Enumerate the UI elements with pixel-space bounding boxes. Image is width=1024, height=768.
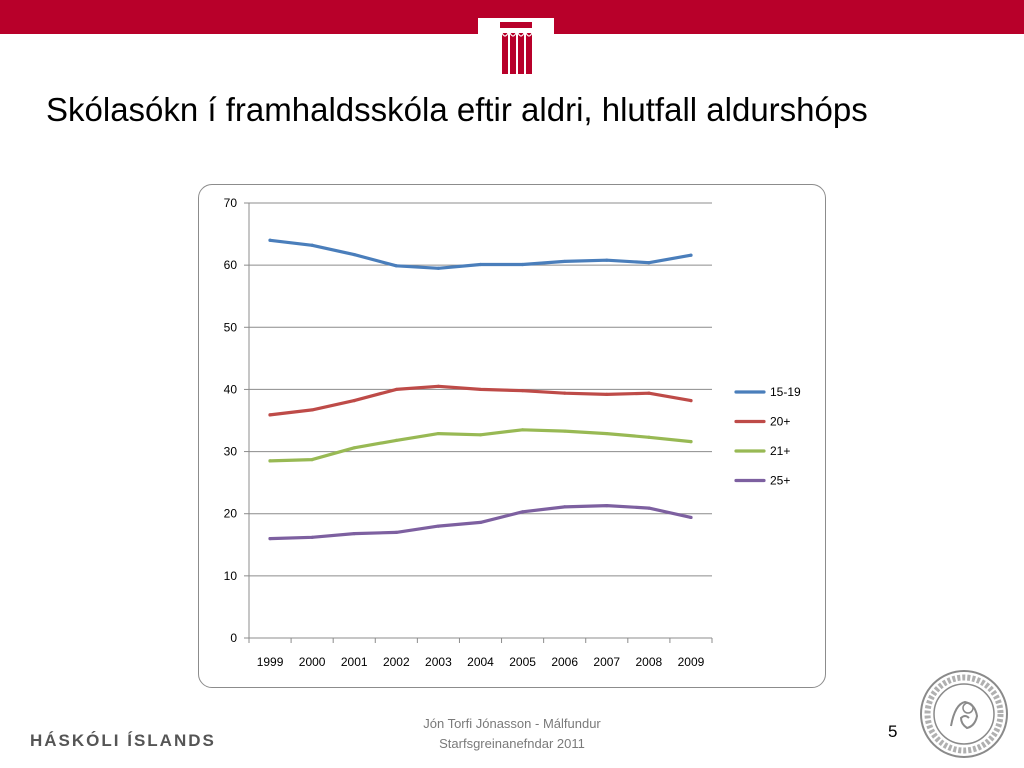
data-point-20+ — [520, 389, 525, 393]
data-point-21+ — [520, 428, 525, 432]
y-tick-label: 10 — [224, 569, 238, 583]
page-number: 5 — [888, 722, 898, 741]
university-seal-icon — [920, 670, 1008, 758]
data-point-25+ — [520, 510, 525, 514]
data-point-25+ — [478, 520, 483, 525]
data-point-15-19 — [689, 253, 693, 257]
university-building-icon — [478, 18, 554, 74]
footer-author-line-2: Starfsgreinanefndar 2011 — [439, 736, 585, 751]
data-point-25+ — [436, 524, 441, 528]
y-tick-label: 60 — [224, 258, 238, 272]
data-point-15-19 — [647, 261, 651, 265]
x-tick-label: 2000 — [299, 655, 326, 669]
data-point-15-19 — [394, 264, 398, 268]
x-tick-label: 1999 — [257, 655, 284, 669]
data-point-21+ — [352, 446, 356, 450]
data-point-20+ — [563, 391, 567, 395]
footer-author: Jón Torfi Jónasson - Málfundur Starfsgre… — [340, 714, 684, 754]
data-point-25+ — [394, 530, 398, 534]
x-tick-label: 2001 — [341, 655, 368, 669]
data-point-25+ — [352, 532, 356, 536]
data-point-20+ — [436, 384, 441, 388]
chart-frame: 0 10 20 30 40 50 60 70 1999 2000 2001 2002 2003 2004 2… — [198, 184, 826, 688]
data-point-21+ — [310, 458, 314, 462]
y-tick-label: 70 — [224, 196, 238, 210]
data-point-21+ — [268, 459, 272, 463]
data-point-25+ — [605, 504, 609, 508]
data-point-21+ — [478, 433, 483, 437]
y-tick-label: 20 — [224, 507, 238, 521]
data-point-15-19 — [520, 262, 525, 267]
university-wordmark: HÁSKÓLI ÍSLANDS — [30, 731, 216, 750]
data-point-15-19 — [310, 243, 314, 247]
data-point-25+ — [563, 505, 567, 509]
data-point-20+ — [478, 387, 483, 392]
data-point-25+ — [647, 506, 651, 510]
x-tick-label: 2006 — [551, 655, 578, 669]
x-tick-label: 2003 — [425, 655, 452, 669]
data-point-25+ — [689, 515, 693, 520]
x-tick-label: 2002 — [383, 655, 410, 669]
x-tick-label: 2007 — [593, 655, 620, 669]
data-point-21+ — [647, 435, 651, 439]
legend-label: 25+ — [770, 474, 790, 488]
x-tick-label: 2009 — [678, 655, 705, 669]
data-point-15-19 — [352, 252, 356, 257]
data-point-20+ — [394, 387, 398, 392]
data-point-21+ — [436, 431, 441, 436]
data-point-15-19 — [478, 262, 483, 267]
x-tick-label: 2008 — [636, 655, 663, 669]
data-point-21+ — [563, 429, 567, 433]
data-point-20+ — [352, 399, 356, 403]
data-point-15-19 — [268, 238, 272, 242]
data-point-15-19 — [563, 259, 567, 264]
y-tick-label: 50 — [224, 320, 238, 334]
data-point-20+ — [689, 399, 693, 403]
data-point-20+ — [268, 413, 272, 417]
legend-label: 21+ — [770, 444, 790, 458]
x-tick-label: 2005 — [509, 655, 536, 669]
data-point-21+ — [394, 438, 398, 442]
line-chart: 0 10 20 30 40 50 60 70 1999 2000 2001 2002 2003 2004 2… — [224, 196, 801, 669]
slide-title: Skólasókn í framhaldsskóla eftir aldri, … — [46, 91, 868, 128]
data-point-15-19 — [436, 266, 441, 270]
legend-label: 20+ — [770, 415, 790, 429]
data-point-21+ — [605, 431, 609, 436]
legend-label: 15-19 — [770, 385, 801, 399]
x-tick-label: 2004 — [467, 655, 494, 669]
data-point-21+ — [689, 440, 693, 444]
data-point-20+ — [310, 408, 314, 412]
y-tick-label: 30 — [224, 445, 238, 459]
data-point-20+ — [647, 391, 651, 395]
footer-author-line-1: Jón Torfi Jónasson - Málfundur — [423, 716, 601, 731]
y-tick-label: 0 — [230, 631, 237, 645]
data-point-15-19 — [605, 258, 609, 262]
data-point-25+ — [310, 535, 314, 539]
data-point-25+ — [268, 536, 272, 541]
data-point-20+ — [605, 392, 609, 396]
y-tick-label: 40 — [224, 382, 238, 396]
